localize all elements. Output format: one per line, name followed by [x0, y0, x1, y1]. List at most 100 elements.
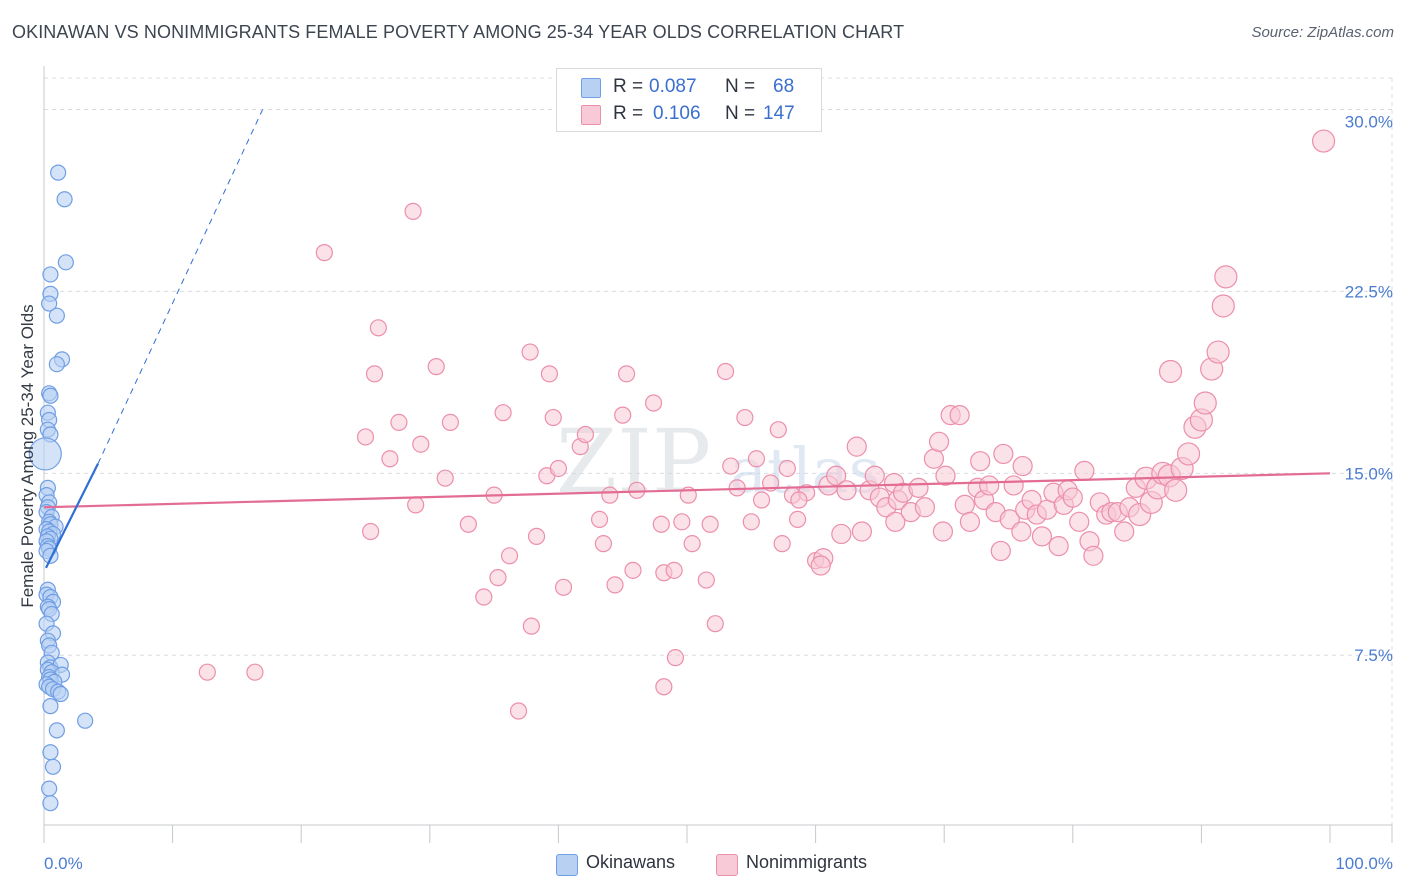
nonimmigrants-point — [356, 428, 375, 446]
nonimmigrants-point — [993, 443, 1014, 465]
nonimmigrants-point — [1012, 455, 1033, 477]
nonimmigrants-point — [475, 588, 493, 606]
nonimmigrants-point — [594, 535, 613, 553]
okinawans-point — [42, 698, 59, 715]
nonimmigrants-point — [954, 494, 975, 515]
nonimmigrants-point — [1074, 460, 1095, 482]
okinawans-point — [50, 164, 67, 181]
nonimmigrants-point — [1031, 526, 1053, 547]
nonimmigrants-point — [1311, 129, 1336, 153]
nonimmigrants-point — [427, 358, 445, 376]
y-axis-label: Female Poverty Among 25-34 Year Olds — [18, 304, 37, 607]
nonimmigrants-point — [655, 678, 673, 696]
okinawans-trend-extension — [97, 109, 264, 464]
nonimmigrants-point — [617, 365, 636, 383]
y-tick-label: 15.0% — [1345, 464, 1393, 483]
nonimmigrants-point — [914, 497, 936, 518]
nonimmigrants-point — [1011, 521, 1032, 542]
okinawans-point — [48, 356, 65, 373]
nonimmigrants-point — [489, 569, 507, 587]
nonimmigrants-point — [722, 457, 740, 475]
legend-r-value: 0.087 — [649, 76, 697, 97]
x-tick-label: 100.0% — [1335, 854, 1393, 873]
data-points — [28, 129, 1336, 812]
nonimmigrants-point — [652, 515, 670, 533]
legend-n-label: N = — [725, 103, 756, 124]
nonimmigrants-point — [624, 561, 642, 579]
nonimmigrants-point — [1062, 487, 1083, 508]
nonimmigrants-point — [1036, 499, 1058, 520]
nonimmigrants-point — [959, 511, 981, 532]
nonimmigrants-point — [544, 408, 562, 427]
nonimmigrants-point — [365, 365, 384, 383]
nonimmigrants-point — [831, 523, 852, 545]
nonimmigrants-point — [752, 491, 771, 509]
nonimmigrants-point — [1211, 294, 1235, 318]
nonimmigrants-point — [412, 435, 430, 453]
nonimmigrants-point — [369, 319, 387, 337]
nonimmigrants-point — [628, 481, 646, 499]
nonimmigrants-point — [1069, 511, 1090, 532]
nonimmigrants-point — [644, 394, 663, 412]
bottom-legend-label-okinawans: Okinawans — [586, 852, 676, 872]
nonimmigrants-point — [697, 571, 715, 589]
okinawans-point — [48, 307, 65, 324]
nonimmigrants-point — [362, 522, 380, 541]
okinawans-point — [56, 191, 73, 208]
legend-swatch-nonimmigrants — [581, 105, 601, 125]
nonimmigrants-point — [673, 513, 691, 531]
nonimmigrants-point — [935, 465, 956, 486]
nonimmigrants-point — [614, 406, 632, 424]
legend-r-value: 0.106 — [653, 103, 701, 124]
nonimmigrants-point — [769, 421, 787, 439]
y-tick-label: 7.5% — [1354, 646, 1393, 665]
nonimmigrants-point — [885, 511, 906, 532]
tick-labels: 7.5% 15.0% 22.5% 30.0% 0.0% 100.0% — [44, 113, 1393, 873]
chart-source: Source: ZipAtlas.com — [1251, 24, 1394, 41]
nonimmigrants-point — [549, 459, 568, 478]
nonimmigrants-point — [1164, 478, 1188, 502]
nonimmigrants-point — [846, 436, 867, 457]
nonimmigrants-point — [522, 617, 540, 635]
nonimmigrants-point — [701, 515, 719, 533]
bottom-legend-label-nonimmigrants: Nonimmigrants — [746, 852, 868, 872]
okinawans-point — [52, 685, 69, 703]
nonimmigrants-point — [1003, 475, 1024, 496]
nonimmigrants-point — [509, 702, 528, 720]
nonimmigrants-point — [851, 521, 872, 542]
okinawans-point — [42, 387, 59, 404]
nonimmigrants-point — [1176, 442, 1201, 466]
okinawans-trend-line — [45, 463, 99, 569]
nonimmigrants-trend-line — [43, 472, 1331, 509]
nonimmigrants-point — [1048, 535, 1069, 557]
nonimmigrants-point — [908, 477, 929, 498]
nonimmigrants-point — [315, 244, 333, 262]
nonimmigrants-point — [436, 469, 454, 487]
nonimmigrants-point — [246, 663, 264, 681]
nonimmigrants-point — [923, 448, 945, 469]
okinawans-point — [42, 744, 59, 761]
nonimmigrants-point — [1083, 545, 1104, 566]
nonimmigrants-point — [683, 535, 701, 553]
nonimmigrants-point — [1206, 340, 1230, 364]
nonimmigrants-point — [928, 431, 950, 452]
nonimmigrants-point — [500, 547, 519, 565]
nonimmigrants-point — [949, 405, 970, 426]
legend-n-value: 147 — [763, 103, 795, 124]
nonimmigrants-point — [1114, 521, 1135, 542]
nonimmigrants-point — [706, 615, 724, 633]
nonimmigrants-point — [716, 362, 735, 381]
nonimmigrants-point — [979, 475, 1000, 496]
okinawans-point — [77, 712, 94, 729]
nonimmigrants-point — [1193, 391, 1217, 415]
okinawans-point — [42, 266, 59, 283]
nonimmigrants-point — [932, 521, 954, 542]
nonimmigrants-point — [1214, 265, 1238, 289]
nonimmigrants-point — [836, 480, 857, 501]
nonimmigrants-point — [494, 404, 512, 422]
legend-n-value: 68 — [773, 76, 795, 97]
nonimmigrants-point — [990, 540, 1011, 562]
nonimmigrants-point — [742, 513, 760, 531]
nonimmigrants-point — [198, 663, 216, 681]
